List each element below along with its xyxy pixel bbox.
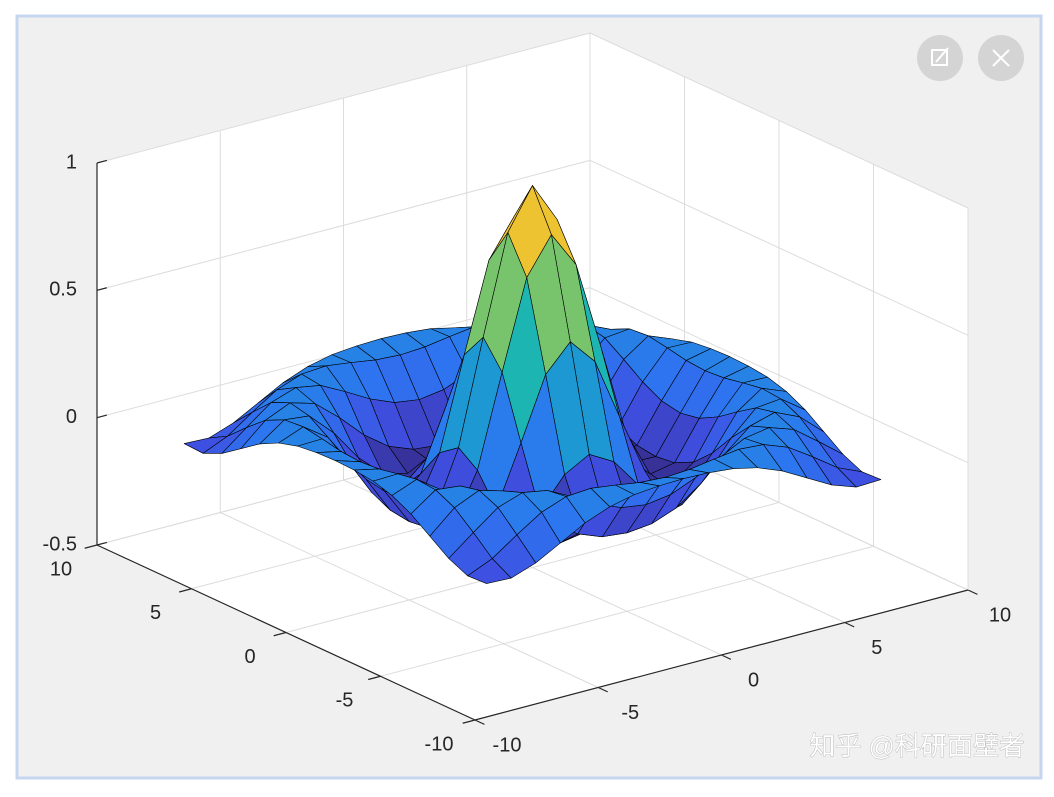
x-tick-label: -10 <box>493 734 522 756</box>
tick-mark <box>844 621 855 628</box>
plot-area: -10 -5 0 5 10 -10 -5 0 5 10 -0.5 0 0.5 1 <box>43 32 1011 756</box>
edit-icon <box>935 47 949 63</box>
y-tick-label: 10 <box>50 558 72 580</box>
tick-mark <box>84 544 98 549</box>
tick-mark <box>474 719 485 725</box>
grid-line <box>96 159 591 291</box>
x-axis <box>474 589 969 721</box>
tick-mark <box>368 675 381 681</box>
x-tick-label: 5 <box>871 637 882 659</box>
z-tick-label: 1 <box>66 151 77 173</box>
grid-line <box>96 32 591 164</box>
surface-patch <box>467 558 512 584</box>
tick-mark <box>96 541 108 546</box>
tick-mark <box>597 686 608 693</box>
x-tick-label: 0 <box>748 669 759 691</box>
grid-line <box>589 32 969 209</box>
edit-icon <box>931 49 948 66</box>
z-tick-label: 0.5 <box>49 279 77 301</box>
x-tick-label: 10 <box>989 604 1011 626</box>
watermark: 知乎 @科研面壁者 <box>809 731 1025 761</box>
tick-mark <box>721 654 732 660</box>
z-tick-label: -0.5 <box>43 533 77 555</box>
y-tick-label: -10 <box>425 733 454 755</box>
y-tick-label: 5 <box>150 602 161 624</box>
z-tick-label: 0 <box>66 406 77 428</box>
grid-line <box>589 287 969 464</box>
tick-mark <box>96 159 108 164</box>
grid-line <box>589 159 969 336</box>
tick-mark <box>967 589 978 595</box>
close-icon <box>992 49 1010 67</box>
edit-button[interactable] <box>917 35 963 81</box>
grid-line <box>380 545 874 677</box>
tick-mark <box>179 588 192 593</box>
y-tick-label: 0 <box>244 646 255 668</box>
x-tick-label: -5 <box>621 702 639 724</box>
tick-mark <box>96 414 108 419</box>
grid-line <box>285 502 780 633</box>
tick-mark <box>96 287 108 291</box>
tick-mark <box>273 631 287 637</box>
close-button[interactable] <box>978 35 1024 81</box>
y-tick-label: -5 <box>336 690 354 712</box>
y-axis <box>96 544 476 721</box>
tick-mark <box>462 719 476 724</box>
